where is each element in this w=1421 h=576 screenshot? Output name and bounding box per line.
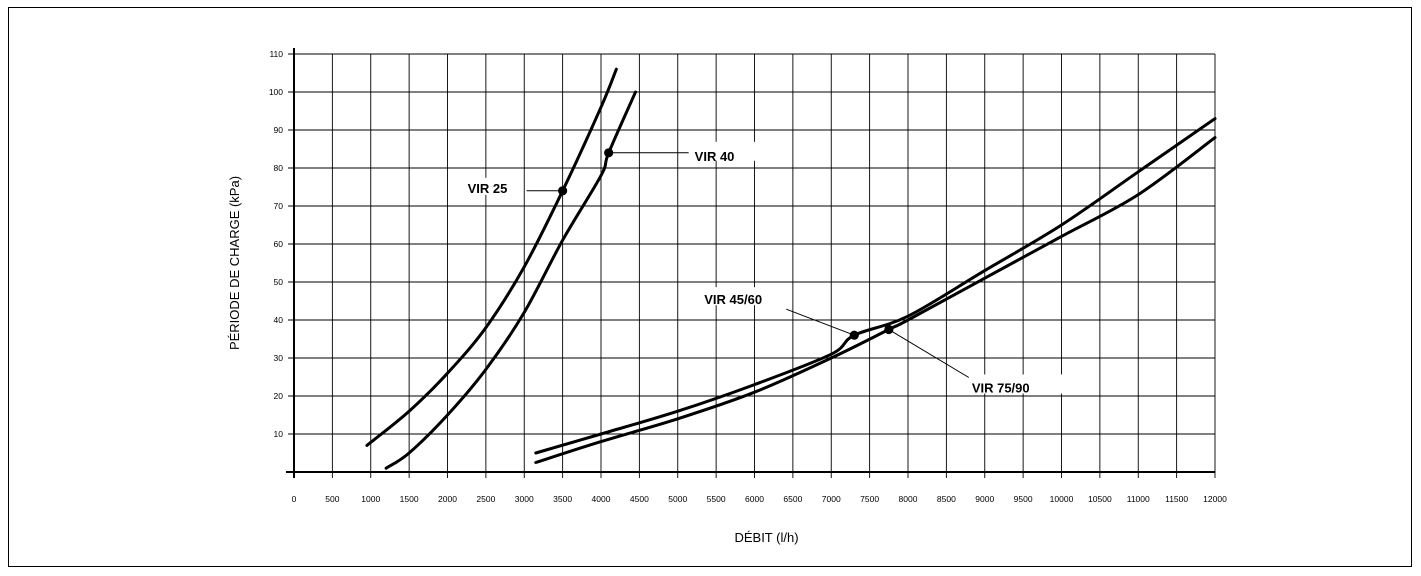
- label-vir-75-90: VIR 75/90: [972, 381, 1030, 396]
- x-tick-label: 2000: [438, 494, 457, 504]
- y-tick-label: 110: [269, 49, 283, 59]
- label-vir-75-90-leader: [888, 329, 970, 378]
- x-tick-label: 2500: [476, 494, 495, 504]
- x-tick-label: 11000: [1127, 494, 1150, 504]
- label-vir-45-60-leader: [786, 308, 855, 336]
- x-tick-label: 3500: [553, 494, 572, 504]
- label-vir-75-90-background: [966, 374, 1067, 394]
- y-axis-title: PÉRIODE DE CHARGE (kPa): [227, 176, 242, 350]
- y-tick-label: 30: [274, 353, 284, 363]
- y-tick-label: 80: [274, 163, 284, 173]
- x-tick-label: 5500: [707, 494, 726, 504]
- x-tick-label: 8500: [937, 494, 956, 504]
- y-tick-label: 10: [274, 429, 284, 439]
- x-tick-label: 4000: [592, 494, 611, 504]
- label-vir-45-60-background: [701, 287, 778, 306]
- series-vir-40-line: [384, 90, 638, 470]
- x-tick-label: 6000: [745, 494, 764, 504]
- x-tick-label: 0: [292, 494, 297, 504]
- x-tick-label: 9000: [975, 494, 994, 504]
- y-tick-label: 100: [269, 87, 283, 97]
- y-tick-label: 20: [274, 391, 284, 401]
- x-tick-label: 9500: [1014, 494, 1033, 504]
- x-tick-label: 3000: [515, 494, 534, 504]
- x-tick-label: 1500: [400, 494, 419, 504]
- y-tick-label: 40: [274, 315, 284, 325]
- y-tick-label: 50: [274, 277, 284, 287]
- x-tick-label: 6500: [783, 494, 802, 504]
- series-vir-25-line: [365, 67, 618, 447]
- annotations: VIR 25 VIR 40 VIR 45/60 VIR 75/90: [464, 141, 1067, 396]
- chart-svg: 0 500 1000 1500 2000 2500 3000 3500 4000 4500 5000…: [227, 48, 1227, 545]
- label-vir-25: VIR 25: [468, 181, 508, 196]
- axes: [286, 48, 1215, 478]
- x-tick-label: 7500: [860, 494, 879, 504]
- x-tick-label: 8000: [899, 494, 918, 504]
- x-tick-label: 5000: [668, 494, 687, 504]
- series: [365, 67, 1217, 470]
- y-tick-label: 60: [274, 239, 284, 249]
- x-tick-label: 7000: [822, 494, 841, 504]
- label-vir-25-background: [464, 177, 510, 195]
- x-tick-label: 500: [325, 494, 339, 504]
- y-tick-label: 90: [274, 125, 284, 135]
- x-tick-label: 1000: [361, 494, 380, 504]
- series-vir-45-60-line: [534, 117, 1217, 455]
- chart-frame: 0 500 1000 1500 2000 2500 3000 3500 4000 4500 5000…: [8, 7, 1412, 567]
- label-vir-40: VIR 40: [695, 149, 735, 164]
- x-axis-title: DÉBIT (l/h): [734, 530, 798, 545]
- series-vir-75-90-line: [534, 136, 1217, 464]
- x-tick-label: 10000: [1050, 494, 1074, 504]
- x-tick-labels: 0 500 1000 1500 2000 2500 3000 3500 4000 4500 5000…: [292, 494, 1227, 504]
- x-tick-label: 11500: [1165, 494, 1188, 504]
- x-tick-label: 10500: [1088, 494, 1112, 504]
- y-tick-labels: 10 20 30 40 50 60 70 80 90 100 110: [269, 49, 283, 439]
- label-vir-45-60: VIR 45/60: [704, 292, 762, 307]
- x-tick-label: 4500: [630, 494, 649, 504]
- grid: [288, 53, 1216, 478]
- label-vir-40-background: [690, 141, 787, 161]
- x-tick-label: 12000: [1203, 494, 1227, 504]
- y-tick-label: 70: [274, 201, 284, 211]
